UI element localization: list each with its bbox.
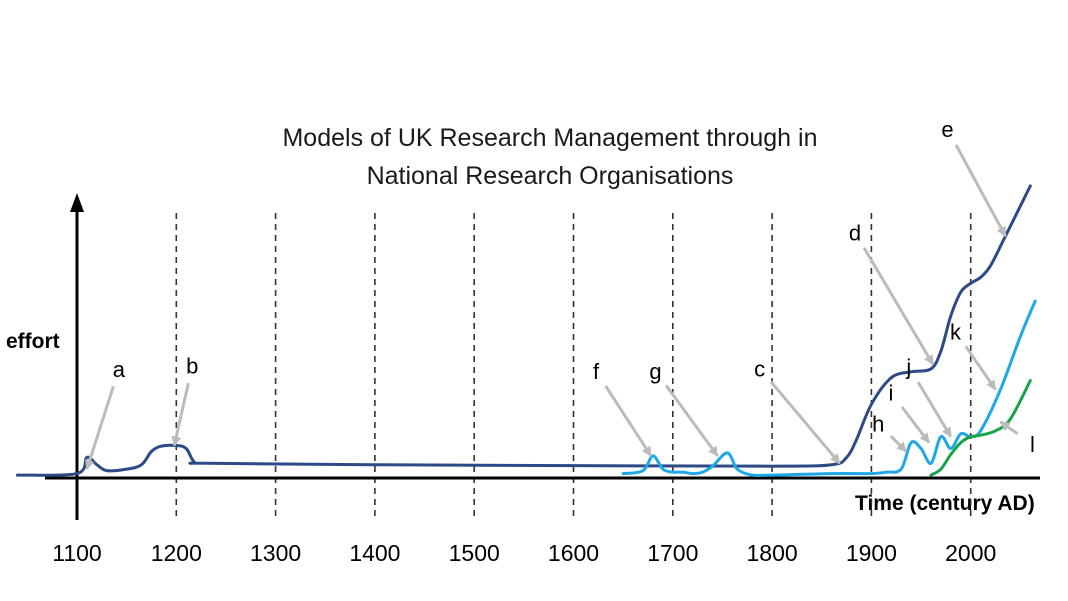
x-tick-label-1400: 1400 — [349, 540, 400, 566]
series-line-light — [621, 299, 1037, 478]
x-tick-label-1200: 1200 — [151, 540, 202, 566]
annotation-arrow-k — [964, 345, 997, 391]
annotation-arrow-c — [770, 381, 841, 465]
x-tick-label-1600: 1600 — [548, 540, 599, 566]
annotation-arrow-i — [900, 405, 931, 444]
annotation-label-g: g — [649, 359, 661, 384]
annotation-label-b: b — [186, 354, 198, 379]
annotation-label-j: j — [905, 355, 911, 380]
annotation-arrow-g — [664, 384, 719, 457]
annotation-label-i: i — [889, 381, 894, 406]
annotation-arrow-j — [916, 381, 953, 438]
x-tick-label-1900: 1900 — [846, 540, 897, 566]
x-tick-label-1700: 1700 — [647, 540, 698, 566]
annotation-arrow-l — [999, 420, 1019, 436]
series-line-dark — [15, 184, 1032, 477]
annotation-label-e: e — [941, 117, 953, 142]
y-axis-arrowhead — [70, 193, 84, 212]
x-tick-label-1100: 1100 — [52, 540, 101, 566]
annotation-arrow-b — [171, 382, 190, 447]
annotation-label-h: h — [872, 411, 884, 436]
x-tick-label-1300: 1300 — [250, 540, 301, 566]
chart-title-line2: National Research Organisations — [366, 162, 734, 190]
x-tick-label-1500: 1500 — [449, 540, 500, 566]
chart-title-line1: Models of UK Research Management through… — [282, 124, 818, 152]
annotation-arrow-f — [604, 385, 653, 457]
annotation-label-a: a — [113, 357, 126, 382]
x-axis-label: Time (century AD) — [855, 492, 1035, 515]
annotation-arrow-d — [862, 247, 935, 366]
annotation-label-d: d — [849, 220, 861, 245]
annotation-arrow-h — [889, 435, 908, 453]
x-tick-label-2000: 2000 — [945, 540, 996, 566]
annotation-arrow-a — [84, 385, 115, 471]
annotation-label-l: l — [1030, 432, 1035, 457]
annotation-arrow-e — [954, 144, 1007, 237]
annotation-label-c: c — [754, 356, 765, 381]
y-axis-label: effort — [6, 330, 60, 353]
annotation-label-k: k — [950, 320, 962, 345]
annotation-label-f: f — [593, 359, 600, 384]
x-tick-label-1800: 1800 — [747, 540, 798, 566]
